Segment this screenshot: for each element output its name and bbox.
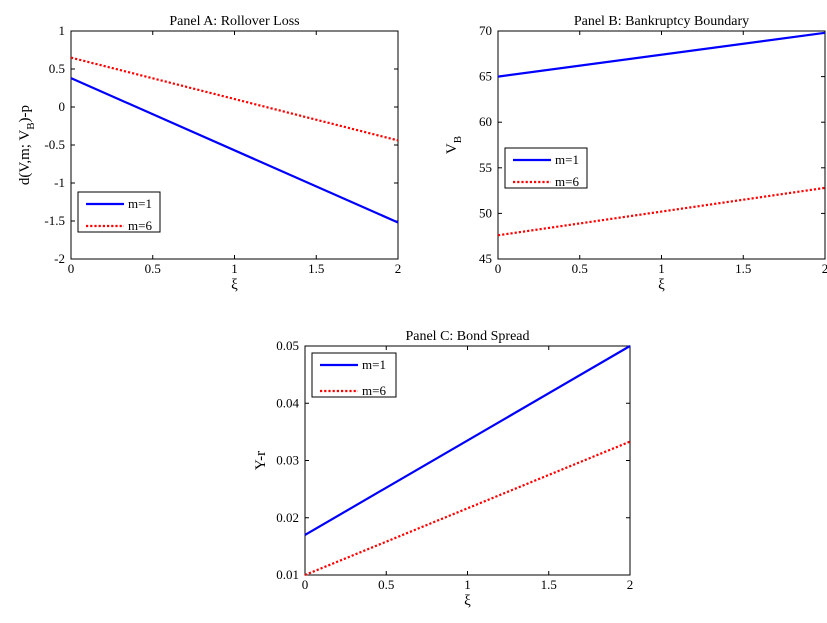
y-axis-label-subscript: B bbox=[25, 122, 37, 129]
x-tick-label: 0.5 bbox=[145, 261, 161, 276]
legend-box bbox=[311, 352, 397, 398]
y-axis-label-main: Y-r bbox=[253, 451, 269, 470]
x-tick-label: 2 bbox=[822, 261, 827, 276]
x-tick-label: 2 bbox=[395, 261, 402, 276]
x-axis-label: ξ bbox=[464, 593, 471, 609]
y-axis-label-main: d(V,m; V bbox=[17, 130, 33, 185]
y-tick-label: -2 bbox=[54, 251, 65, 266]
chart-title: Panel B: Bankruptcy Boundary bbox=[574, 14, 749, 29]
y-tick-label: -1 bbox=[54, 175, 65, 190]
series-line-m6 bbox=[70, 56, 399, 142]
y-axis-label-subscript: B bbox=[452, 136, 464, 143]
legend: m=1m=6 bbox=[77, 191, 161, 233]
chart-panel-b: Panel B: Bankruptcy Boundary 0 0.5 1 1.5 2 45 5… bbox=[444, 14, 827, 293]
chart-panel-c: Panel C: Bond Spread 0 0.5 1 1.5 2 0.01 0.02 0.0… bbox=[253, 329, 633, 609]
y-tick-label: 65 bbox=[479, 69, 492, 84]
x-tick-label: 1.5 bbox=[541, 577, 557, 592]
y-tick-label: -1.5 bbox=[44, 213, 65, 228]
legend: m=1 m=6 bbox=[311, 352, 397, 398]
chart-panel-a: Panel A: Rollover Loss 0 0.5 1 1.5 2 -2 -1.5 -1 -… bbox=[17, 14, 401, 293]
y-tick-label: 60 bbox=[479, 114, 492, 129]
y-tick-label: 0 bbox=[59, 99, 66, 114]
series-line-m1 bbox=[497, 31, 826, 78]
legend: m=1m=6 bbox=[504, 147, 588, 189]
y-tick-label: 70 bbox=[479, 23, 492, 38]
y-tick-label: 1 bbox=[59, 23, 66, 38]
x-tick-label: 1 bbox=[231, 261, 238, 276]
x-tick-label: 1 bbox=[658, 261, 665, 276]
x-axis-label: ξ bbox=[658, 277, 665, 293]
x-tick-label: 0 bbox=[68, 261, 75, 276]
x-tick-label: 2 bbox=[627, 577, 634, 592]
x-tick-label: 0.5 bbox=[572, 261, 588, 276]
plot-area bbox=[497, 30, 826, 260]
y-tick-label: 0.01 bbox=[276, 567, 299, 582]
y-tick-label: 45 bbox=[479, 251, 492, 266]
x-tick-label: 1.5 bbox=[735, 261, 751, 276]
chart-title: Panel C: Bond Spread bbox=[405, 329, 529, 344]
y-tick-label: 0.04 bbox=[276, 395, 299, 410]
legend-label: m=6 bbox=[362, 383, 386, 398]
y-axis-label-suffix: )-p bbox=[17, 105, 33, 123]
x-axis-label: ξ bbox=[231, 277, 238, 293]
y-axis-label: VB bbox=[444, 136, 464, 154]
legend-label: m=1 bbox=[555, 152, 579, 167]
y-axis-label: Y-r bbox=[253, 451, 269, 470]
y-tick-label: 0.03 bbox=[276, 453, 299, 468]
legend-label: m=1 bbox=[362, 357, 386, 372]
y-tick-label: 50 bbox=[479, 205, 492, 220]
legend-label: m=6 bbox=[128, 218, 152, 233]
legend-label: m=1 bbox=[128, 196, 152, 211]
x-tick-label: 0.5 bbox=[378, 577, 394, 592]
x-tick-label: 1.5 bbox=[308, 261, 324, 276]
y-tick-label: 55 bbox=[479, 160, 492, 175]
y-axis-label: d(V,m; VB)-p bbox=[17, 105, 37, 185]
y-tick-label: -0.5 bbox=[44, 137, 65, 152]
series-line-m6 bbox=[497, 186, 826, 237]
y-axis-label-main: V bbox=[444, 143, 460, 154]
y-tick-label: 0.5 bbox=[49, 61, 65, 76]
x-tick-label: 0 bbox=[495, 261, 502, 276]
series-line-m1 bbox=[304, 345, 631, 536]
chart-title: Panel A: Rollover Loss bbox=[169, 14, 299, 29]
y-tick-label: 0.02 bbox=[276, 510, 299, 525]
series-line-m1 bbox=[70, 77, 399, 224]
legend-label: m=6 bbox=[555, 174, 579, 189]
x-tick-label: 1 bbox=[464, 577, 471, 592]
y-tick-label: 0.05 bbox=[276, 338, 299, 353]
x-tick-label: 0 bbox=[302, 577, 309, 592]
